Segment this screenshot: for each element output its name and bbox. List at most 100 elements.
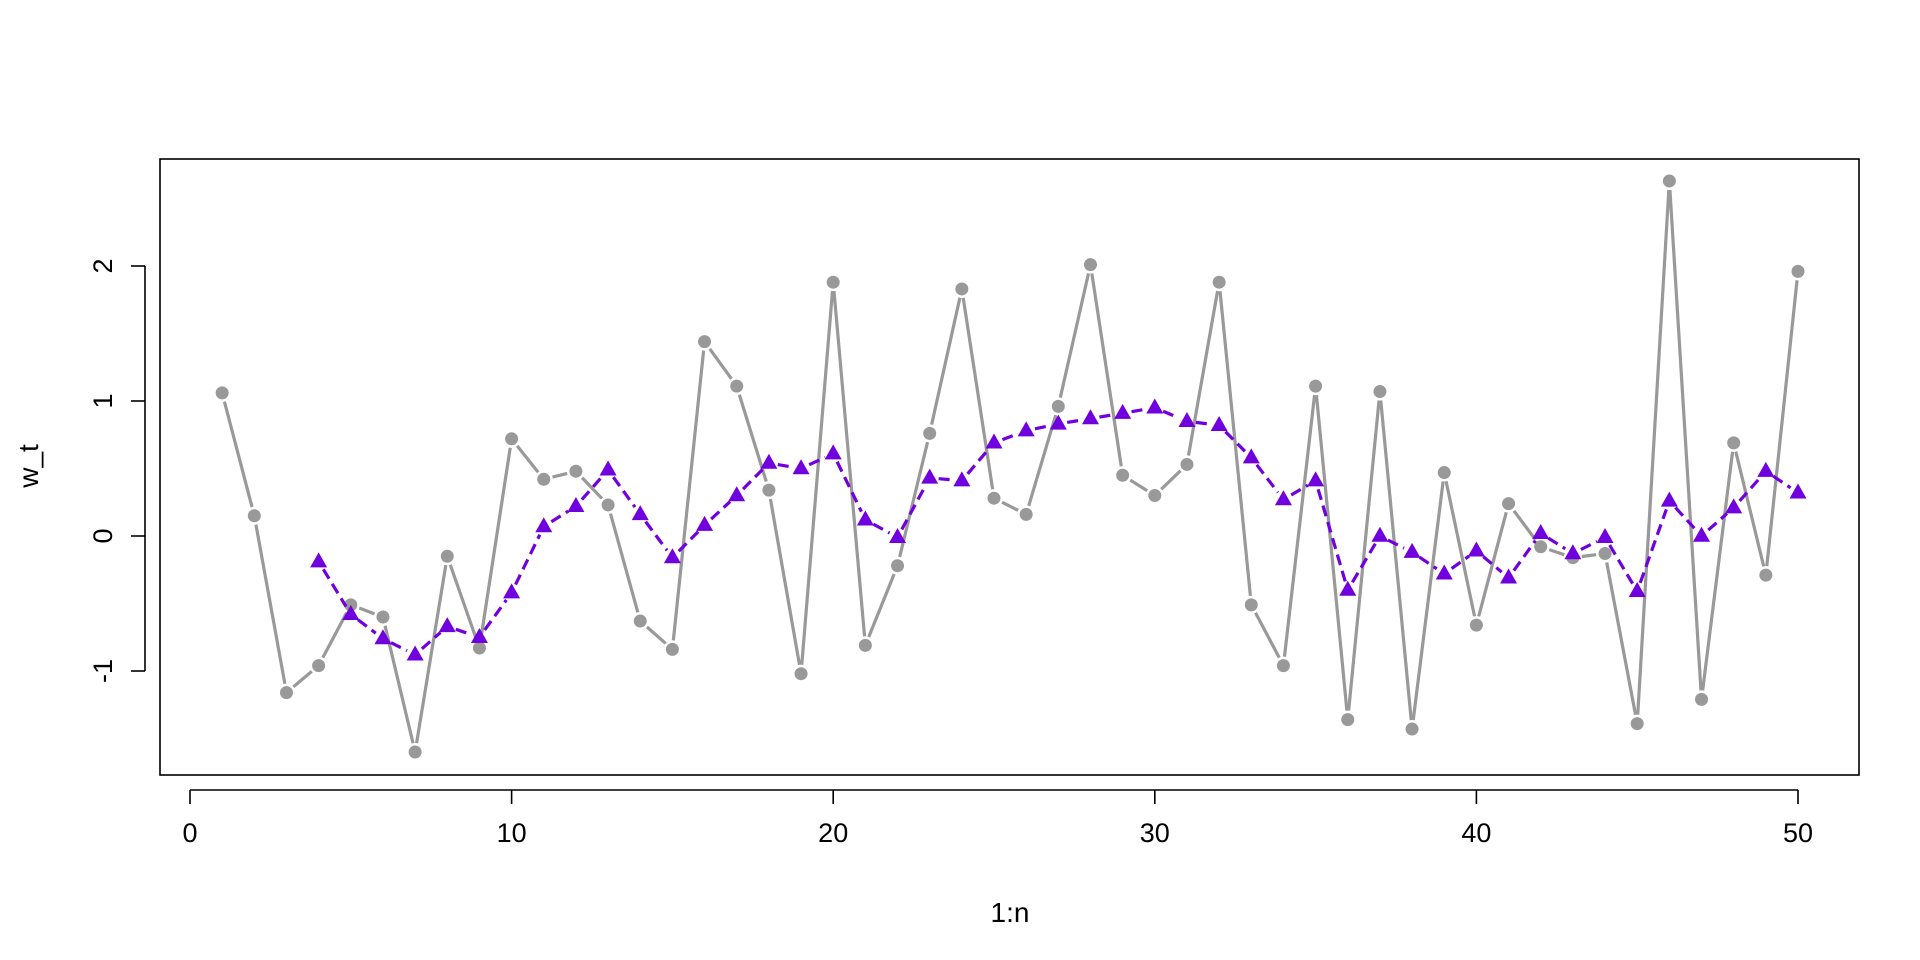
series-1-segment	[1254, 612, 1281, 659]
series-2-segment	[550, 509, 570, 524]
series-2-point	[792, 459, 810, 475]
series-2-point	[1242, 448, 1260, 464]
series-1-segment	[254, 524, 287, 685]
series-1-point	[440, 549, 454, 563]
series-1-point	[1212, 275, 1226, 289]
y-axis: -1 0 1 2	[88, 258, 146, 683]
series-2-point	[1596, 528, 1614, 544]
series-1-point	[1019, 507, 1033, 521]
series-1-point	[1759, 568, 1773, 582]
series-1-point	[1373, 385, 1387, 399]
series-1-point	[1469, 618, 1483, 632]
series-1-segment	[1160, 469, 1182, 491]
x-tick-label: 50	[1783, 818, 1813, 848]
series-1-point	[247, 509, 261, 523]
series-2-segment	[777, 463, 793, 469]
series-1-segment	[1444, 481, 1477, 617]
series-2-segment	[1290, 483, 1309, 497]
series-2-segment	[1707, 512, 1728, 532]
series-2-point	[567, 497, 585, 512]
series-2-segment	[741, 468, 764, 491]
y-tick-label: -1	[88, 659, 118, 683]
series-1-point	[923, 426, 937, 440]
series-2-segment	[900, 485, 927, 531]
series-2-segment	[872, 522, 891, 535]
series-1-point	[505, 432, 519, 446]
series-2-segment	[1482, 555, 1503, 574]
series-1-point	[1662, 174, 1676, 188]
series-2-segment	[1162, 409, 1180, 420]
series-2-segment	[1608, 544, 1634, 585]
series-1-segment	[1027, 414, 1058, 507]
series-1-segment	[1581, 553, 1597, 559]
series-2-point	[406, 645, 424, 661]
series-2-point	[1693, 526, 1711, 542]
series-2-segment	[1580, 539, 1598, 551]
series-1-segment	[867, 573, 896, 638]
series-1-segment	[708, 347, 733, 380]
series-2-point	[1467, 541, 1485, 557]
series-2-segment	[483, 599, 508, 631]
series-1-segment	[1218, 290, 1252, 597]
series-2-point	[1403, 542, 1421, 558]
series-1-point	[1116, 468, 1130, 482]
series-2-segment	[1224, 430, 1247, 453]
series-2-point	[374, 629, 392, 645]
x-tick-label: 0	[182, 818, 197, 848]
series-1-segment	[768, 498, 802, 666]
series-1-segment	[479, 447, 512, 640]
series-1-point	[1437, 466, 1451, 480]
series-1-point	[1405, 722, 1419, 736]
series-2	[310, 398, 1807, 661]
series-2-point	[1660, 491, 1678, 507]
series-2-point	[1114, 403, 1132, 419]
y-tick-label: 0	[88, 528, 118, 543]
series-1-point	[1598, 547, 1612, 561]
series-2-segment	[1195, 420, 1211, 426]
series-1-segment	[898, 441, 930, 558]
series-2-segment	[1512, 539, 1537, 572]
x-tick-label: 30	[1140, 818, 1170, 848]
series-2-point	[310, 552, 328, 568]
series-1-segment	[800, 291, 835, 665]
series-2-segment	[808, 455, 826, 467]
series-2-point	[1146, 398, 1164, 414]
series-2-point	[503, 583, 521, 599]
series-2-segment	[835, 461, 863, 513]
series-1-point	[762, 483, 776, 497]
series-2-segment	[710, 500, 732, 521]
plot-frame	[159, 158, 1860, 776]
x-axis-title: 1:n	[991, 897, 1030, 928]
series-2-segment	[1034, 424, 1050, 431]
series-2-segment	[644, 520, 669, 552]
series-2-segment	[677, 530, 700, 553]
series-2-segment	[966, 448, 990, 475]
series-2-segment	[1450, 554, 1471, 570]
series-1-segment	[358, 606, 376, 616]
series-2-point	[1210, 416, 1228, 431]
series-1-segment	[1186, 290, 1220, 456]
series-1-segment	[1765, 280, 1799, 567]
series-2-segment	[321, 568, 348, 608]
series-1-point	[633, 614, 647, 628]
series-1-point	[891, 559, 905, 573]
series-2-point	[985, 433, 1003, 449]
series-1-segment	[580, 476, 604, 500]
series-1-segment	[292, 670, 313, 689]
series-1-point	[1502, 497, 1516, 511]
series-1-segment	[1379, 400, 1413, 721]
series-2-point	[1178, 411, 1196, 427]
series-1-segment	[1605, 562, 1638, 716]
series-1-segment	[832, 291, 867, 637]
series-2-segment	[1099, 413, 1115, 419]
series-1-point	[601, 498, 615, 512]
series-2-point	[438, 617, 456, 633]
series-2-point	[1274, 490, 1292, 506]
series-1-point	[665, 642, 679, 656]
series-1-segment	[1058, 273, 1091, 398]
series-1-segment	[961, 297, 995, 490]
y-tick-label: 1	[88, 393, 118, 408]
series-1-point	[472, 641, 486, 655]
series-2-segment	[420, 631, 442, 651]
series-2-point	[342, 605, 360, 620]
